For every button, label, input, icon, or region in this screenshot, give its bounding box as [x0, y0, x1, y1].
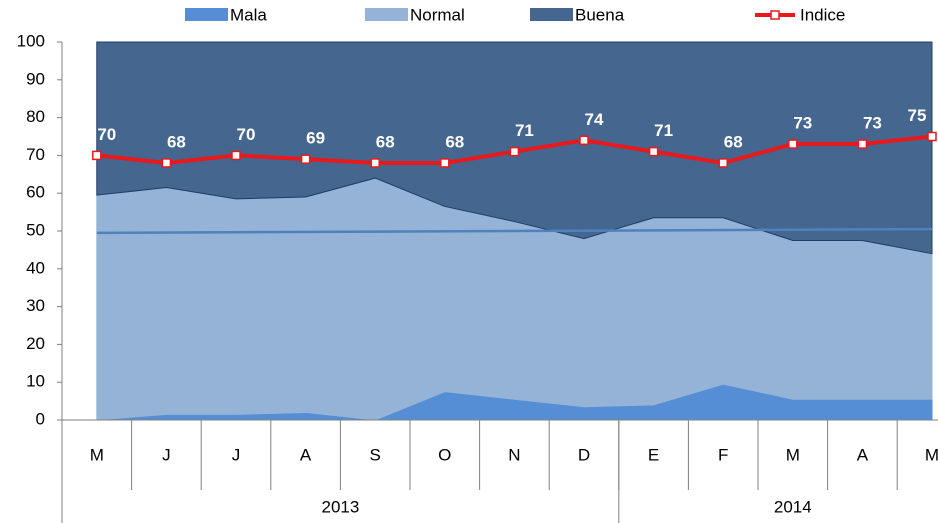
marker [718, 158, 728, 168]
marker [300, 154, 311, 164]
legend-label: Normal [410, 5, 465, 24]
data-label: 73 [863, 114, 882, 133]
trendline [96, 227, 933, 235]
x-tick-label: J [162, 445, 171, 464]
y-tick-label: 60 [26, 183, 45, 202]
y-tick-label: 50 [26, 220, 45, 239]
marker [370, 158, 380, 168]
data-label: 70 [237, 125, 256, 144]
y-tick-label: 30 [26, 296, 45, 315]
x-tick-label: E [648, 445, 659, 464]
x-tick-label: A [300, 445, 312, 464]
marker [648, 146, 659, 157]
x-tick-label: D [578, 445, 590, 464]
marker [161, 158, 172, 168]
data-label: 75 [908, 106, 927, 125]
legend-label: Indice [800, 5, 845, 24]
x-tick-label: M [925, 445, 938, 464]
y-tick-label: 10 [26, 372, 45, 391]
data-label: 68 [724, 132, 743, 151]
y-tick-label: 80 [26, 107, 45, 126]
x-tick-label: S [370, 445, 381, 464]
y-tick-label: 20 [26, 334, 45, 353]
group-label: 2013 [321, 497, 359, 516]
y-tick-label: 40 [26, 258, 45, 277]
x-tick-label: F [718, 445, 728, 464]
data-label: 71 [515, 121, 534, 140]
marker [788, 139, 798, 149]
y-tick-label: 70 [26, 145, 45, 164]
data-label: 71 [654, 121, 673, 140]
marker [92, 150, 102, 161]
data-label: 70 [97, 125, 116, 144]
legend-swatch [185, 8, 228, 21]
marker [579, 135, 589, 146]
data-label: 69 [306, 129, 325, 148]
data-label: 68 [167, 132, 186, 151]
data-label: 73 [793, 114, 812, 133]
x-tick-label: A [857, 445, 869, 464]
x-tick-label: N [508, 445, 520, 464]
group-label: 2014 [774, 497, 812, 516]
y-tick-label: 90 [26, 69, 45, 88]
x-tick-label: M [90, 445, 104, 464]
marker [440, 158, 450, 168]
legend-swatch [530, 8, 573, 21]
y-tick-label: 0 [36, 409, 45, 428]
y-tick-label: 100 [17, 31, 45, 50]
marker [509, 146, 520, 157]
data-label: 68 [376, 132, 395, 151]
legend-swatch [365, 8, 408, 21]
marker [857, 139, 868, 149]
data-label: 74 [585, 110, 604, 129]
x-tick-label: M [786, 445, 800, 464]
marker [927, 131, 937, 142]
legend-label: Buena [575, 5, 625, 24]
legend-label: Mala [230, 5, 267, 24]
x-tick-label: O [438, 445, 451, 464]
data-label: 68 [445, 132, 464, 151]
marker [231, 150, 241, 161]
x-tick-label: J [232, 445, 241, 464]
legend-marker [770, 10, 780, 20]
